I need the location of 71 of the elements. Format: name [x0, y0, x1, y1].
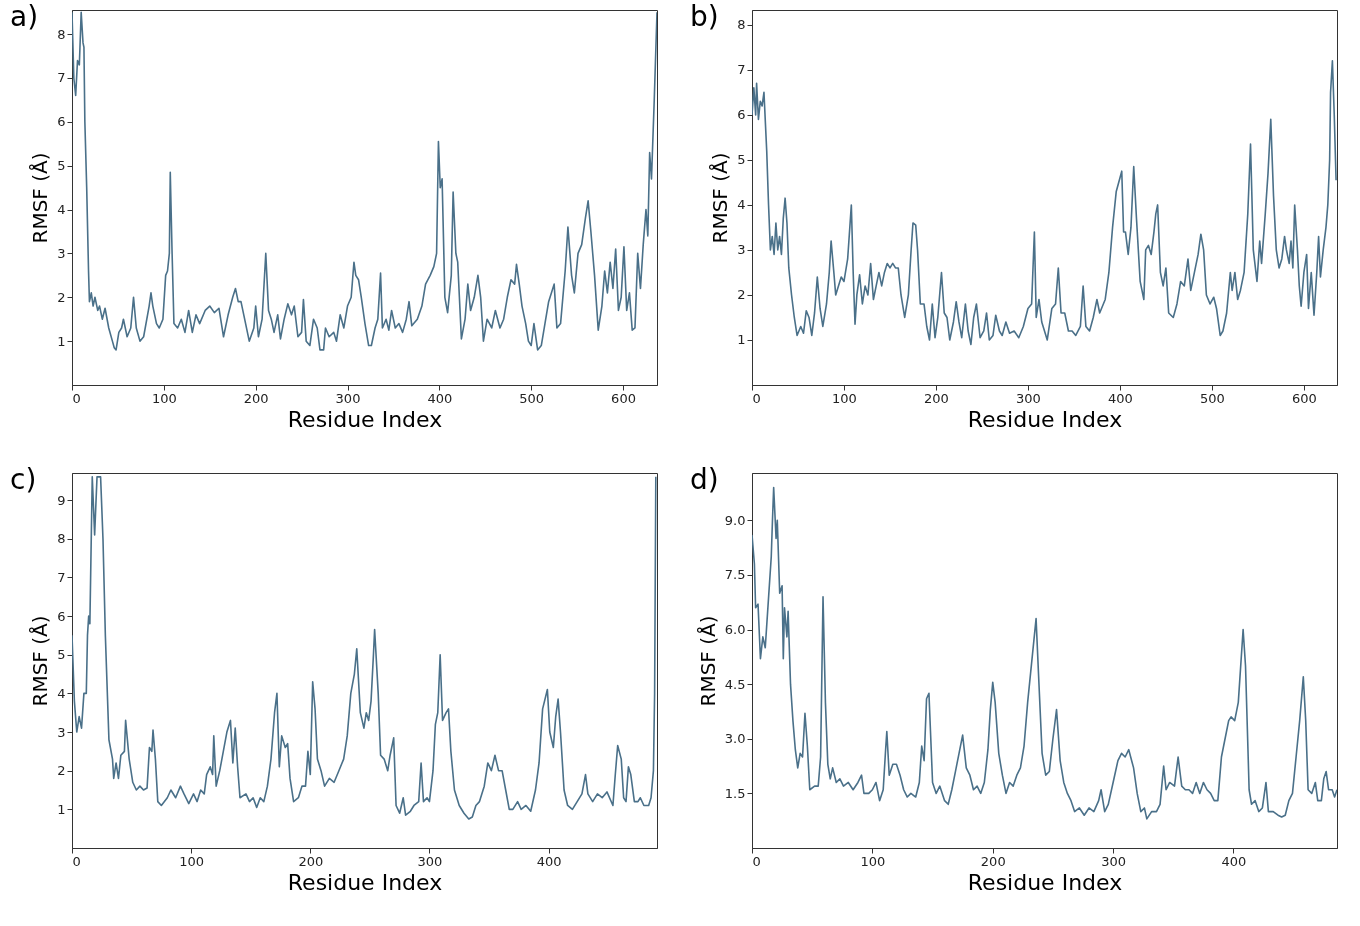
y-tick-label: 4.5 — [724, 676, 746, 692]
x-tick-label: 300 — [1101, 853, 1127, 869]
x-tick-label: 100 — [832, 390, 857, 406]
x-tick-label: 400 — [427, 390, 453, 406]
x-tick-label: 400 — [1221, 853, 1247, 869]
x-tick-label: 500 — [1199, 390, 1225, 406]
y-tick-label: 2 — [57, 763, 66, 779]
y-tick-label: 5 — [57, 647, 66, 663]
chart-title: d) — [690, 463, 719, 496]
y-tick-label: 7 — [57, 569, 66, 585]
x-axis-title: Residue Index — [967, 406, 1123, 432]
x-axis-title: Residue Index — [287, 406, 443, 432]
y-axis-title: RMSF (Å) — [28, 615, 53, 707]
x-tick-label: 300 — [335, 390, 361, 406]
line-series — [72, 11, 657, 351]
y-axis-title: RMSF (Å) — [708, 152, 733, 244]
x-tick-label: 500 — [519, 390, 545, 406]
y-tick-label: 2 — [737, 287, 746, 303]
y-tick-label: 6 — [737, 107, 746, 123]
y-tick-label: 1.5 — [724, 785, 746, 801]
x-axis-title: Residue Index — [287, 869, 443, 895]
y-tick-label: 7.5 — [724, 567, 746, 583]
line-series — [752, 486, 1337, 820]
y-tick-label: 6 — [57, 114, 66, 130]
y-tick-label: 3 — [57, 245, 66, 261]
y-tick-label: 4 — [57, 202, 66, 218]
x-tick-label: 200 — [924, 390, 949, 406]
x-tick-label: 0 — [752, 390, 761, 406]
y-tick-label: 8 — [737, 17, 746, 33]
x-tick-label: 300 — [417, 853, 443, 869]
x-tick-label: 0 — [752, 853, 761, 869]
y-tick-label: 8 — [57, 26, 66, 42]
chart-title: b) — [690, 0, 719, 33]
y-tick-label: 3.0 — [724, 731, 746, 747]
y-tick-label: 6.0 — [724, 622, 746, 638]
y-tick-label: 6 — [57, 608, 66, 624]
y-tick-label: 7 — [57, 70, 66, 86]
y-tick-label: 1 — [57, 801, 66, 817]
x-tick-label: 200 — [298, 853, 324, 869]
y-tick-label: 8 — [57, 531, 66, 547]
y-tick-label: 4 — [57, 685, 66, 701]
line-series — [72, 476, 657, 820]
x-tick-label: 300 — [1016, 390, 1041, 406]
x-tick-label: 200 — [980, 853, 1006, 869]
x-tick-label: 600 — [611, 390, 636, 406]
x-tick-label: 100 — [179, 853, 205, 869]
x-tick-label: 100 — [860, 853, 886, 869]
x-tick-label: 400 — [536, 853, 562, 869]
y-tick-label: 5 — [737, 152, 746, 168]
y-tick-label: 4 — [737, 197, 746, 213]
y-tick-label: 9.0 — [724, 512, 746, 528]
chart-title: a) — [10, 0, 39, 33]
x-tick-label: 0 — [72, 853, 81, 869]
y-axis-title: RMSF (Å) — [28, 152, 53, 244]
x-tick-label: 400 — [1108, 390, 1133, 406]
y-tick-label: 3 — [737, 242, 746, 258]
y-tick-label: 9 — [57, 492, 66, 508]
y-tick-label: 2 — [57, 289, 66, 305]
line-series — [752, 60, 1337, 346]
y-tick-label: 1 — [57, 333, 66, 349]
x-tick-label: 0 — [72, 390, 81, 406]
x-tick-label: 100 — [151, 390, 177, 406]
y-tick-label: 7 — [737, 62, 746, 78]
y-tick-label: 5 — [57, 158, 66, 174]
chart-title: c) — [10, 463, 37, 496]
y-tick-label: 3 — [57, 724, 66, 740]
x-axis-title: Residue Index — [967, 869, 1123, 895]
y-tick-label: 1 — [737, 332, 746, 348]
y-axis-title: RMSF (Å) — [695, 615, 720, 707]
x-tick-label: 200 — [243, 390, 269, 406]
x-tick-label: 600 — [1291, 390, 1317, 406]
